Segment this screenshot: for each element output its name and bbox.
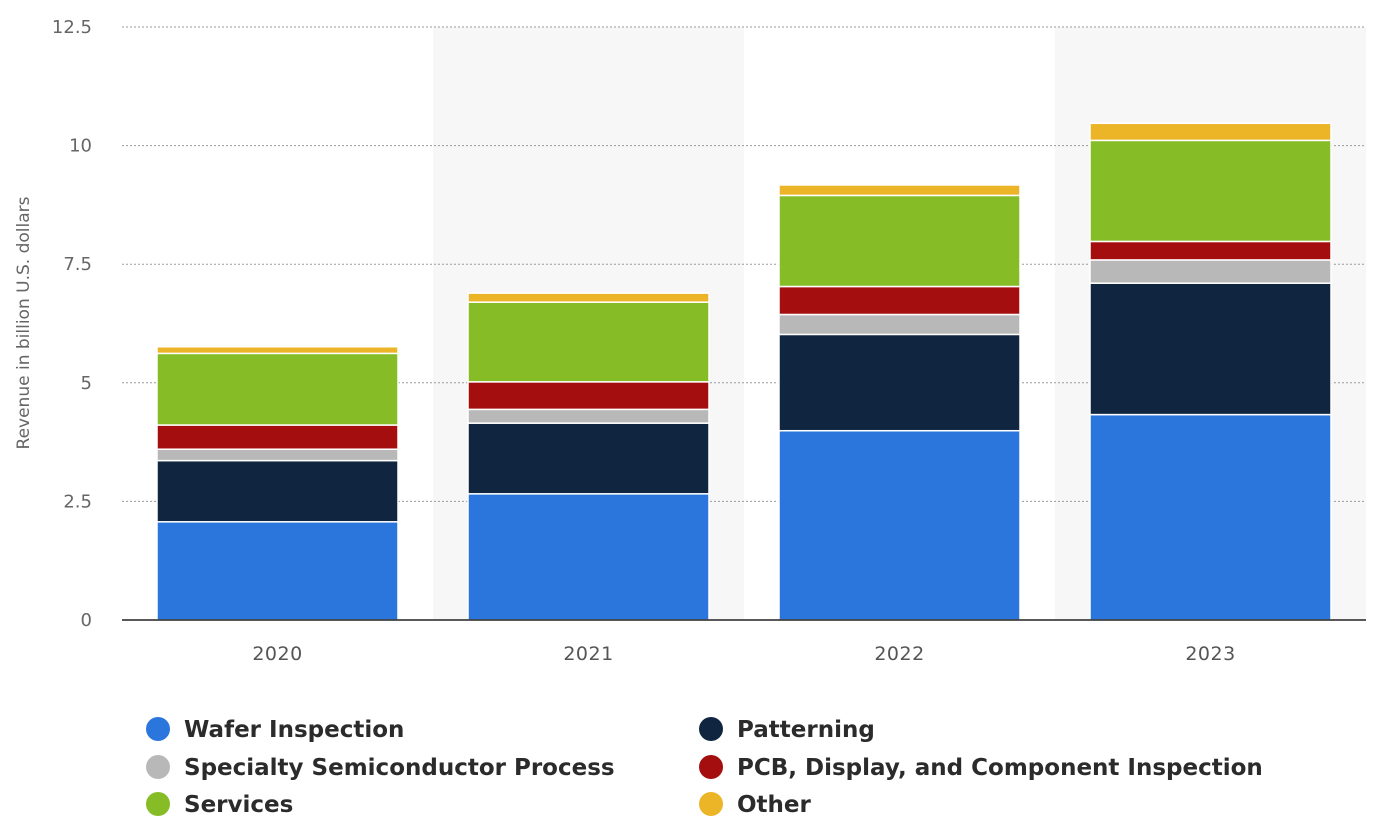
bar-2023-wafer-inspection (1089, 413, 1332, 621)
bar-2022-specialty-semiconductor-process (778, 313, 1021, 336)
bar-2021-wafer-inspection (467, 493, 710, 621)
bar-2021-pcb-display-and-component-inspection (467, 381, 710, 411)
bar-2020-other (156, 345, 399, 355)
legend-item-specialty-semiconductor-process: Specialty Semiconductor Process (146, 755, 615, 781)
legend-swatch-other (699, 792, 723, 816)
y-tick-label-5: 5 (81, 373, 92, 394)
bar-2023-pcb-display-and-component-inspection (1089, 240, 1332, 261)
legend-swatch-services (146, 792, 170, 816)
bar-2023-patterning (1089, 282, 1332, 416)
legend-swatch-specialty-semiconductor-process (146, 755, 170, 779)
bar-2022-other (778, 184, 1021, 197)
bar-2020-specialty-semiconductor-process (156, 448, 399, 462)
bar-2020-services (156, 352, 399, 426)
legend-swatch-pcb-display-and-component-inspection (699, 755, 723, 779)
x-tick-label-2022: 2022 (874, 643, 924, 665)
bar-2021-services (467, 301, 710, 383)
bar-2022-services (778, 194, 1021, 288)
legend-item-wafer-inspection: Wafer Inspection (146, 717, 404, 743)
x-tick-label-2020: 2020 (252, 643, 302, 665)
bars (156, 122, 1332, 621)
bar-2021-specialty-semiconductor-process (467, 408, 710, 424)
y-tick-label-7.5: 7.5 (63, 254, 92, 275)
bar-2021-other (467, 292, 710, 303)
y-axis-label: Revenue in billion U.S. dollars (14, 196, 34, 449)
x-tick-label-2021: 2021 (563, 643, 613, 665)
y-tick-label-2.5: 2.5 (63, 491, 92, 512)
y-tick-label-12.5: 12.5 (52, 17, 92, 38)
bar-2022-patterning (778, 333, 1021, 432)
bar-2022-pcb-display-and-component-inspection (778, 285, 1021, 316)
legend: Wafer Inspection Patterning Specialty Semi… (146, 717, 1263, 818)
bar-2020-pcb-display-and-component-inspection (156, 424, 399, 450)
legend-swatch-wafer-inspection (146, 717, 170, 741)
axes: 0 2.5 5 7.5 10 12.5 2020 2021 2022 2023 (52, 17, 1366, 665)
legend-item-other: Other (699, 792, 812, 818)
legend-swatch-patterning (699, 717, 723, 741)
legend-label-patterning: Patterning (737, 717, 875, 743)
bar-2020-wafer-inspection (156, 521, 399, 621)
x-tick-label-2023: 2023 (1185, 643, 1235, 665)
bar-2021-patterning (467, 422, 710, 495)
legend-label-wafer-inspection: Wafer Inspection (184, 717, 404, 743)
legend-label-specialty-semiconductor-process: Specialty Semiconductor Process (184, 755, 615, 781)
legend-item-services: Services (146, 792, 293, 818)
bar-2023-services (1089, 139, 1332, 243)
y-tick-label-0: 0 (81, 610, 92, 631)
legend-item-patterning: Patterning (699, 717, 875, 743)
bar-2022-wafer-inspection (778, 429, 1021, 621)
legend-label-pcb-display-and-component-inspection: PCB, Display, and Component Inspection (737, 755, 1263, 781)
y-tick-label-10: 10 (69, 136, 92, 157)
legend-label-other: Other (737, 792, 812, 818)
bar-2020-patterning (156, 459, 399, 523)
legend-item-pcb-display-and-component-inspection: PCB, Display, and Component Inspection (699, 755, 1263, 781)
bar-2023-other (1089, 122, 1332, 142)
bar-2023-specialty-semiconductor-process (1089, 259, 1332, 284)
legend-label-services: Services (184, 792, 293, 818)
